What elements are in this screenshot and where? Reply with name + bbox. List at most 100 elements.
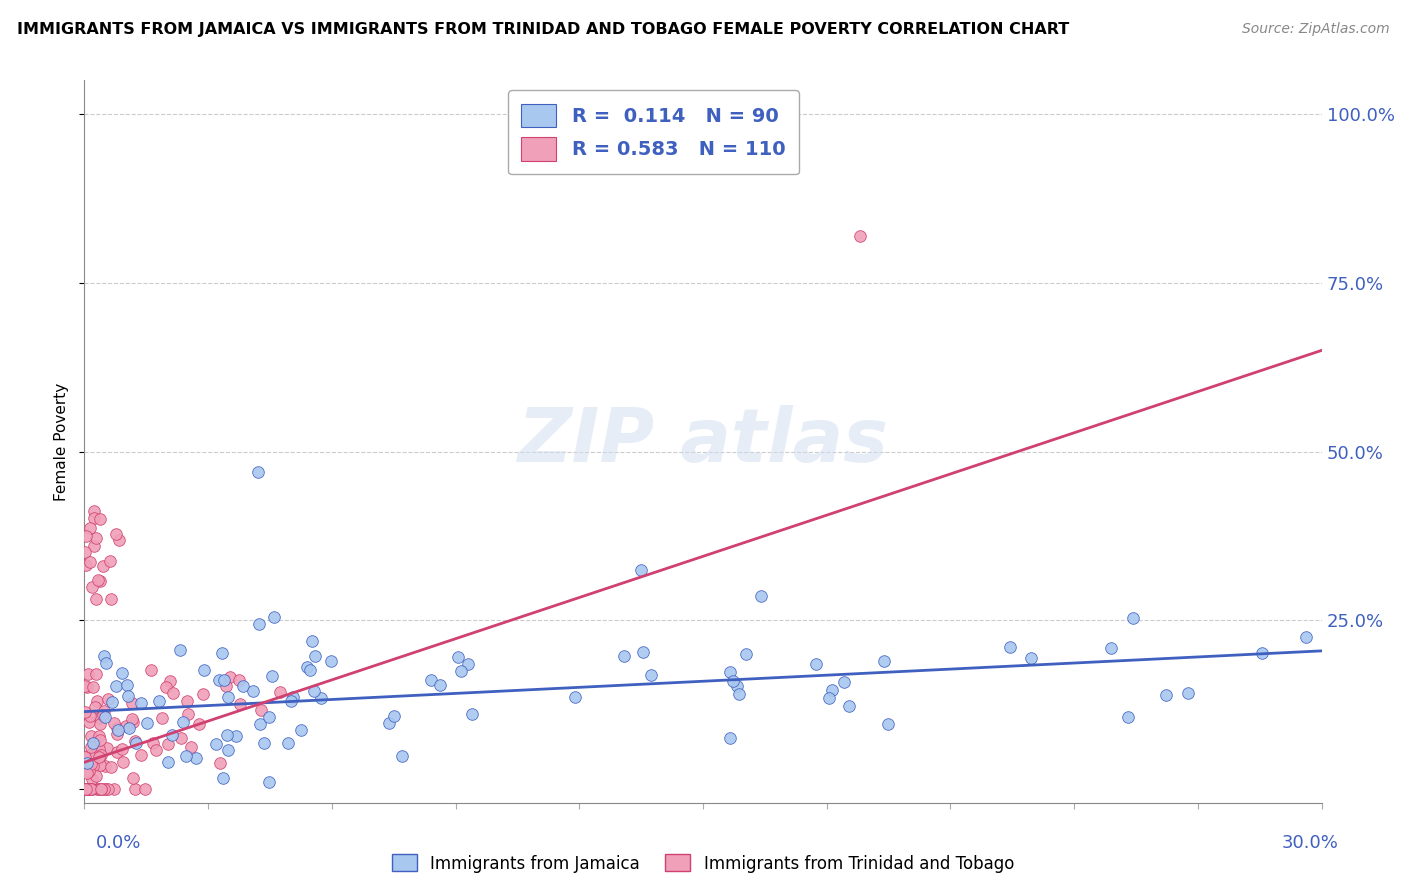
Point (89, 711, 111, 725)
Point (193, 663, 215, 677)
Point (309, 691, 332, 706)
Point (461, 707, 484, 722)
Point (89, 717, 111, 731)
Point (87, 730, 110, 744)
Point (83, 511, 105, 525)
Point (80, 772, 103, 786)
Point (134, 782, 156, 797)
Point (735, 647, 758, 661)
Point (103, 782, 125, 797)
Point (86, 694, 108, 708)
Point (115, 719, 138, 733)
Point (169, 642, 191, 657)
Point (121, 696, 143, 710)
Point (382, 709, 405, 723)
Point (75, 781, 97, 796)
Text: Source: ZipAtlas.com: Source: ZipAtlas.com (1241, 22, 1389, 37)
Point (250, 703, 273, 717)
Point (82, 758, 104, 772)
Point (378, 716, 401, 731)
Point (832, 675, 855, 690)
Point (253, 736, 276, 750)
Point (75, 752, 97, 766)
Point (215, 727, 238, 741)
Point (122, 714, 145, 729)
Point (79, 555, 101, 569)
Point (302, 684, 325, 698)
Point (630, 563, 652, 577)
Point (103, 715, 125, 730)
Point (304, 648, 326, 663)
Point (84, 666, 107, 681)
Point (77, 747, 100, 762)
Text: 0.0%: 0.0% (96, 834, 141, 852)
Point (82, 580, 104, 594)
Point (1000, 640, 1022, 654)
Point (111, 742, 134, 756)
Point (391, 749, 413, 764)
Legend: Immigrants from Jamaica, Immigrants from Trinidad and Tobago: Immigrants from Jamaica, Immigrants from… (385, 847, 1021, 880)
Point (176, 693, 198, 707)
Point (76, 756, 98, 770)
Point (640, 667, 662, 681)
Point (97, 691, 120, 706)
Point (125, 736, 148, 750)
Point (631, 645, 654, 659)
Point (124, 782, 146, 797)
Point (84, 747, 107, 762)
Point (1122, 611, 1144, 625)
Point (1019, 651, 1042, 665)
Point (613, 649, 636, 664)
Point (290, 723, 312, 737)
Point (205, 737, 228, 751)
Point (129, 747, 152, 762)
Point (718, 731, 741, 745)
Point (107, 723, 129, 737)
Point (450, 665, 472, 679)
Point (219, 670, 242, 684)
Point (246, 465, 269, 479)
Point (420, 673, 443, 687)
Point (259, 775, 281, 789)
Point (211, 646, 233, 660)
Point (217, 690, 239, 705)
Point (79, 739, 101, 754)
Point (90, 748, 112, 763)
Point (80, 757, 103, 772)
Point (749, 589, 772, 603)
Point (848, 228, 870, 243)
Text: ZIP atlas: ZIP atlas (517, 405, 889, 478)
Point (89, 750, 111, 764)
Point (242, 684, 264, 698)
Point (877, 717, 900, 731)
Point (121, 771, 143, 785)
Point (84, 591, 107, 606)
Point (155, 680, 177, 694)
Point (873, 654, 896, 668)
Point (89, 574, 111, 589)
Point (75, 558, 97, 572)
Point (217, 743, 239, 757)
Point (228, 673, 250, 687)
Point (105, 727, 128, 741)
Point (148, 694, 170, 708)
Point (150, 711, 173, 725)
Point (269, 684, 291, 698)
Point (156, 755, 179, 769)
Point (89, 782, 111, 797)
Point (1295, 630, 1317, 644)
Point (818, 691, 841, 706)
Point (145, 743, 167, 757)
Point (247, 617, 270, 632)
Point (838, 699, 860, 714)
Point (225, 730, 247, 744)
Point (98, 554, 121, 568)
Point (159, 674, 181, 689)
Point (111, 665, 134, 680)
Point (76, 667, 98, 681)
Point (83, 504, 105, 518)
Point (73, 679, 96, 693)
Point (212, 673, 235, 687)
Point (73, 782, 96, 797)
Point (94, 759, 117, 773)
